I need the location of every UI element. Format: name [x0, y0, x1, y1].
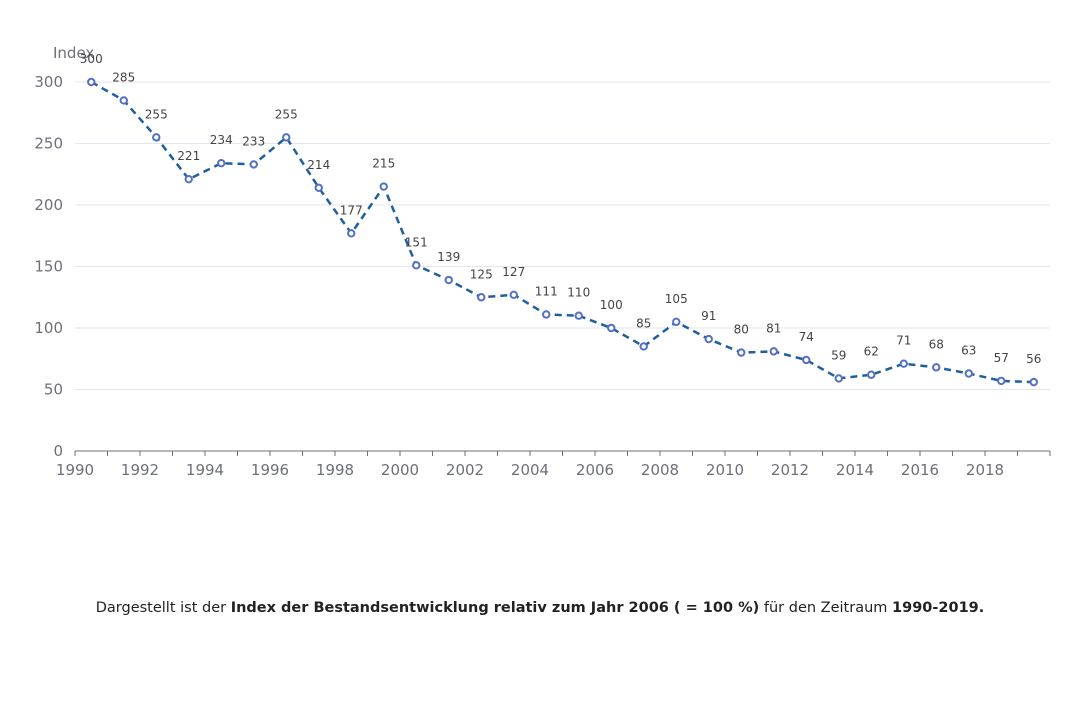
data-point — [932, 363, 941, 372]
y-tick-label: 50 — [44, 381, 63, 399]
data-point — [152, 133, 161, 142]
data-point — [899, 359, 908, 368]
data-point — [412, 261, 421, 270]
x-tick-label: 2008 — [641, 461, 679, 479]
data-point — [769, 347, 778, 356]
x-tick-label: 2002 — [446, 461, 484, 479]
data-label: 105 — [665, 292, 688, 306]
data-label: 215 — [372, 157, 395, 171]
data-point — [314, 183, 323, 192]
caption-bold-2: 1990-2019. — [892, 600, 985, 616]
x-tick-label: 2006 — [576, 461, 614, 479]
data-point — [704, 334, 713, 344]
x-tick-label: 2012 — [771, 461, 809, 479]
data-point — [542, 310, 551, 319]
x-tick-label: 2000 — [381, 461, 419, 479]
data-label: 300 — [80, 52, 103, 66]
data-label: 56 — [1026, 352, 1041, 366]
data-point — [574, 311, 583, 320]
data-label: 214 — [307, 158, 330, 172]
data-label: 139 — [437, 250, 460, 264]
data-point — [639, 342, 648, 351]
data-label: 285 — [112, 70, 135, 84]
data-label: 63 — [961, 344, 976, 358]
x-tick-label: 1990 — [56, 461, 94, 479]
data-point — [607, 323, 616, 333]
data-point — [997, 376, 1006, 386]
data-label: 81 — [766, 321, 781, 335]
grid-lines — [75, 81, 1050, 390]
data-label: 125 — [470, 267, 493, 281]
x-tick-label: 1996 — [251, 461, 289, 479]
data-point — [379, 182, 388, 191]
data-label: 221 — [177, 149, 200, 163]
x-tick-label: 2010 — [706, 461, 744, 479]
series-path — [90, 80, 1034, 384]
y-tick-label: 300 — [34, 73, 63, 91]
data-point — [347, 229, 356, 238]
data-label: 85 — [636, 316, 651, 330]
y-axis-title: Index — [53, 44, 94, 62]
series-line — [90, 80, 1034, 384]
data-point — [87, 77, 96, 87]
caption-text-2: für den Zeitraum — [759, 600, 893, 616]
data-label: 80 — [734, 323, 749, 337]
data-label: 62 — [864, 345, 879, 359]
data-points — [87, 77, 1038, 387]
data-label: 71 — [896, 334, 911, 348]
data-labels: 300 285 255 221 234 233 255 214 177 215 151 139 125 1… — [80, 52, 1042, 366]
data-label: 151 — [405, 235, 428, 249]
data-point — [867, 370, 876, 379]
data-point — [249, 160, 258, 169]
data-label: 233 — [242, 134, 265, 148]
data-label: 91 — [701, 309, 716, 323]
caption-bold-1: Index der Bestandsentwicklung relativ zu… — [230, 600, 760, 616]
x-tick-label: 2014 — [836, 461, 874, 479]
chart-caption: Dargestellt ist der Index der Bestandsen… — [0, 600, 1080, 616]
data-label: 255 — [145, 107, 168, 121]
data-point — [217, 158, 226, 168]
data-label: 100 — [600, 298, 623, 312]
data-point — [282, 133, 291, 142]
data-point — [477, 293, 486, 302]
y-tick-label: 100 — [34, 319, 63, 337]
data-point — [737, 348, 746, 357]
caption-text-1: Dargestellt ist der — [95, 600, 231, 616]
data-label: 74 — [799, 330, 814, 344]
data-point — [444, 275, 453, 285]
y-tick-label: 200 — [34, 196, 63, 214]
data-point — [1029, 377, 1038, 387]
line-chart: 0 50 100 150 200 250 300 1990 1992 1994 1996 1998 2… — [34, 44, 1051, 479]
data-label: 110 — [567, 286, 590, 300]
data-label: 59 — [831, 348, 846, 362]
data-point — [672, 317, 681, 327]
x-tick-label: 1992 — [121, 461, 159, 479]
data-label: 255 — [275, 107, 298, 121]
data-point — [964, 369, 973, 378]
data-point — [802, 355, 811, 365]
y-tick-label: 250 — [34, 135, 63, 153]
data-label: 68 — [929, 337, 944, 351]
data-label: 234 — [210, 133, 233, 147]
x-tick-label: 2018 — [966, 461, 1004, 479]
y-axis: 0 50 100 150 200 250 300 — [34, 73, 63, 460]
data-label: 57 — [994, 351, 1009, 365]
data-point — [184, 174, 193, 184]
y-tick-label: 150 — [34, 258, 63, 276]
data-point — [834, 374, 843, 383]
x-tick-label: 2016 — [901, 461, 939, 479]
x-tick-label: 1998 — [316, 461, 354, 479]
data-label: 177 — [340, 203, 363, 217]
data-point — [119, 96, 128, 105]
data-label: 111 — [535, 284, 558, 298]
x-tick-label: 2004 — [511, 461, 549, 479]
y-tick-label: 0 — [53, 442, 63, 460]
x-axis: 1990 1992 1994 1996 1998 2000 2002 2004 2006 2008… — [56, 450, 1051, 479]
data-point — [509, 290, 518, 299]
x-tick-label: 1994 — [186, 461, 224, 479]
data-label: 127 — [502, 265, 525, 279]
